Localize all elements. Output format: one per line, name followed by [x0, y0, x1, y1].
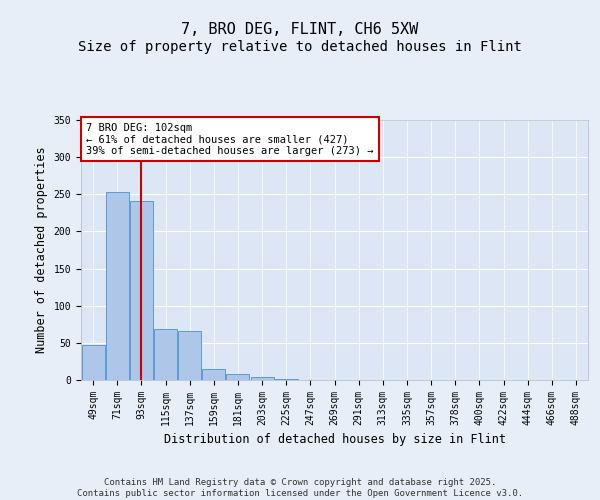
Text: Contains HM Land Registry data © Crown copyright and database right 2025.
Contai: Contains HM Land Registry data © Crown c… — [77, 478, 523, 498]
Text: Size of property relative to detached houses in Flint: Size of property relative to detached ho… — [78, 40, 522, 54]
Bar — [275, 378, 298, 380]
Bar — [82, 345, 104, 380]
Bar — [130, 201, 153, 380]
Bar — [178, 331, 201, 380]
Bar — [154, 330, 177, 380]
Bar — [106, 192, 128, 380]
Text: 7, BRO DEG, FLINT, CH6 5XW: 7, BRO DEG, FLINT, CH6 5XW — [181, 22, 419, 38]
Bar — [202, 369, 225, 380]
X-axis label: Distribution of detached houses by size in Flint: Distribution of detached houses by size … — [163, 434, 505, 446]
Bar — [226, 374, 250, 380]
Text: 7 BRO DEG: 102sqm
← 61% of detached houses are smaller (427)
39% of semi-detache: 7 BRO DEG: 102sqm ← 61% of detached hous… — [86, 122, 374, 156]
Bar — [251, 377, 274, 380]
Y-axis label: Number of detached properties: Number of detached properties — [35, 146, 48, 354]
